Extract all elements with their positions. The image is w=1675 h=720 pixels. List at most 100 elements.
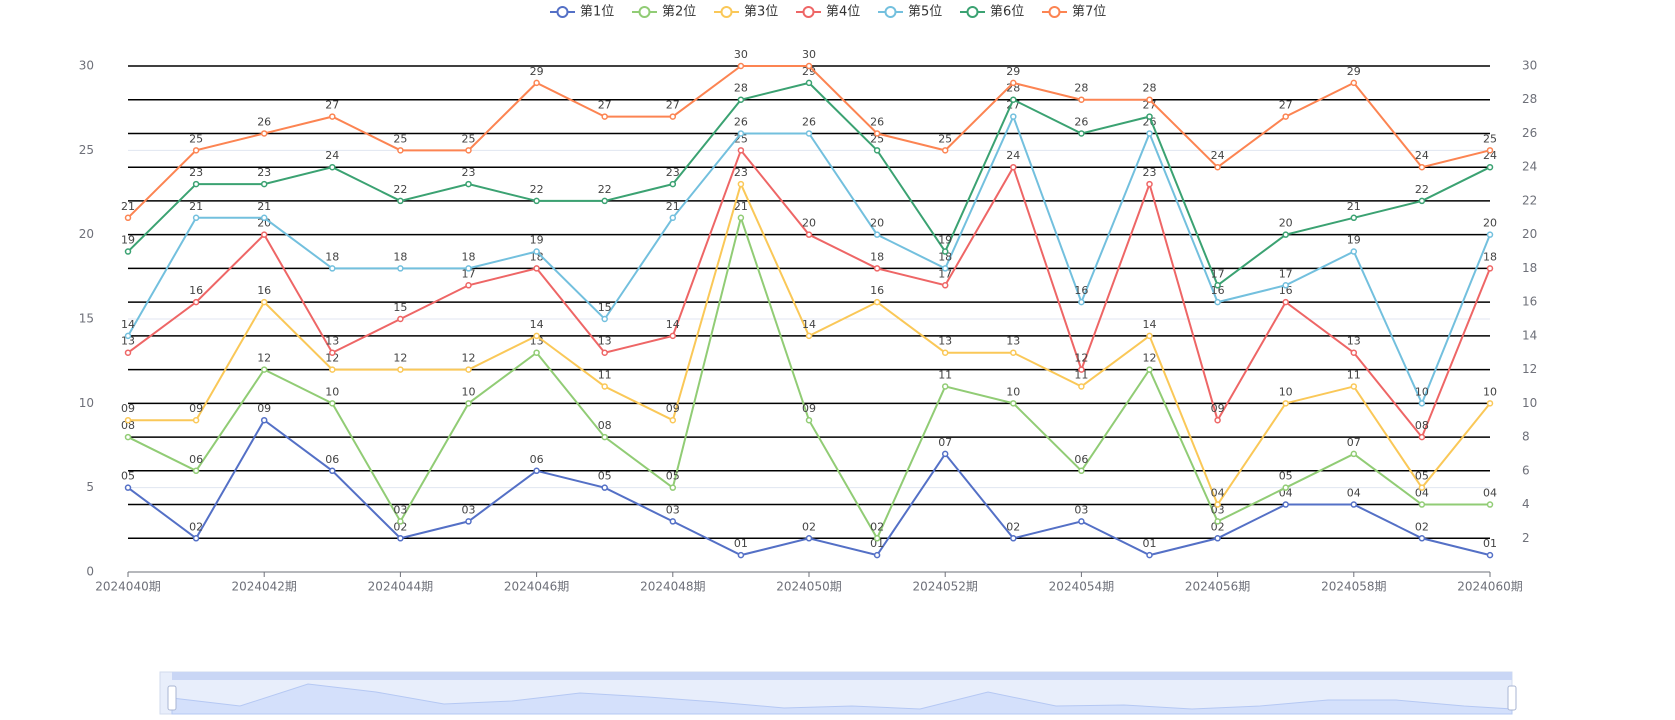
zoom-handle[interactable] <box>1507 685 1517 711</box>
x-tick-label: 2024042期 <box>231 580 296 594</box>
legend-item[interactable]: 第3位 <box>714 5 778 20</box>
value-label: 12 <box>1143 352 1157 365</box>
value-label: 14 <box>530 318 544 331</box>
point <box>397 518 404 525</box>
point <box>124 248 132 255</box>
point <box>260 180 268 188</box>
value-label: 13 <box>325 335 339 348</box>
legend-symbol <box>884 6 897 18</box>
y2-tick-label: 6 <box>1522 463 1530 477</box>
value-label: 30 <box>734 48 748 61</box>
y2-tick-label: 28 <box>1522 92 1537 106</box>
value-label: 06 <box>530 453 544 466</box>
point <box>397 366 404 373</box>
value-label: 09 <box>802 402 816 415</box>
point <box>1418 501 1426 508</box>
point <box>805 535 813 542</box>
legend-item[interactable]: 第6位 <box>960 5 1024 20</box>
value-label: 13 <box>1347 335 1361 348</box>
point <box>805 62 813 70</box>
point <box>465 366 472 373</box>
point <box>941 282 949 289</box>
point <box>873 130 881 137</box>
value-label: 25 <box>734 132 748 145</box>
legend-label: 第7位 <box>1072 5 1106 20</box>
point <box>1282 484 1289 491</box>
value-label: 26 <box>1074 115 1088 128</box>
point <box>1282 501 1289 508</box>
point <box>465 400 472 407</box>
point <box>1146 366 1153 373</box>
legend-label: 第4位 <box>826 5 860 20</box>
value-label: 27 <box>598 99 612 112</box>
value-label: 16 <box>1211 284 1225 297</box>
value-label: 11 <box>1074 368 1088 381</box>
value-label: 21 <box>121 200 135 213</box>
value-label: 21 <box>257 200 271 213</box>
point <box>805 332 813 340</box>
value-label: 20 <box>1483 217 1497 230</box>
point <box>1486 400 1494 407</box>
y-tick-label: 0 <box>86 565 94 579</box>
value-label: 07 <box>1347 436 1361 449</box>
point <box>397 535 404 542</box>
point <box>1350 349 1358 356</box>
value-label: 12 <box>325 352 339 365</box>
value-label: 18 <box>938 250 952 263</box>
value-label: 03 <box>393 503 407 516</box>
zoom-bar[interactable] <box>172 672 1512 680</box>
point <box>669 180 677 188</box>
value-label: 02 <box>802 520 816 533</box>
legend-item[interactable]: 第1位 <box>550 5 614 20</box>
point <box>873 298 881 306</box>
value-label: 29 <box>1347 65 1361 78</box>
point <box>1010 79 1017 87</box>
point <box>1418 197 1426 205</box>
value-label: 16 <box>870 284 884 297</box>
value-label: 22 <box>1415 183 1429 196</box>
value-label: 12 <box>462 352 476 365</box>
value-label: 05 <box>1279 470 1293 483</box>
point <box>1010 535 1017 542</box>
y2-tick-label: 4 <box>1522 497 1530 511</box>
point <box>737 62 745 70</box>
point <box>260 366 268 373</box>
value-label: 19 <box>121 234 135 247</box>
value-label: 01 <box>734 537 748 550</box>
value-label: 02 <box>1211 520 1225 533</box>
value-label: 17 <box>462 267 476 280</box>
value-label: 25 <box>938 132 952 145</box>
data-zoom[interactable] <box>159 671 1517 715</box>
point <box>1486 501 1494 508</box>
point <box>192 214 200 222</box>
point <box>805 231 813 238</box>
value-label: 03 <box>666 503 680 516</box>
point <box>260 298 268 306</box>
point <box>737 180 745 188</box>
y2-tick-label: 18 <box>1522 261 1537 275</box>
legend-item[interactable]: 第7位 <box>1042 5 1106 20</box>
value-label: 23 <box>734 166 748 179</box>
legend-symbol <box>966 6 979 18</box>
value-label: 01 <box>1483 537 1497 550</box>
zoom-handle[interactable] <box>167 685 177 711</box>
value-label: 17 <box>938 267 952 280</box>
y2-tick-label: 16 <box>1522 295 1537 309</box>
point <box>1214 282 1221 289</box>
point <box>805 416 813 424</box>
y-tick-label: 5 <box>86 480 94 494</box>
series: 09 09 16 12 12 12 14 11 09 23 14 16 13 13 11 14 04 10 11 05… <box>121 166 1497 508</box>
value-label: 02 <box>393 520 407 533</box>
point <box>1010 113 1017 120</box>
value-label: 24 <box>325 149 339 162</box>
point <box>941 265 949 272</box>
y2-tick-label: 22 <box>1522 193 1537 207</box>
y2-tick-label: 30 <box>1522 59 1537 73</box>
point <box>601 484 608 491</box>
point <box>805 79 813 87</box>
point <box>192 180 200 188</box>
legend-item[interactable]: 第4位 <box>796 5 860 20</box>
point <box>260 130 268 137</box>
legend-item[interactable]: 第5位 <box>878 5 942 20</box>
legend-item[interactable]: 第2位 <box>632 5 696 20</box>
